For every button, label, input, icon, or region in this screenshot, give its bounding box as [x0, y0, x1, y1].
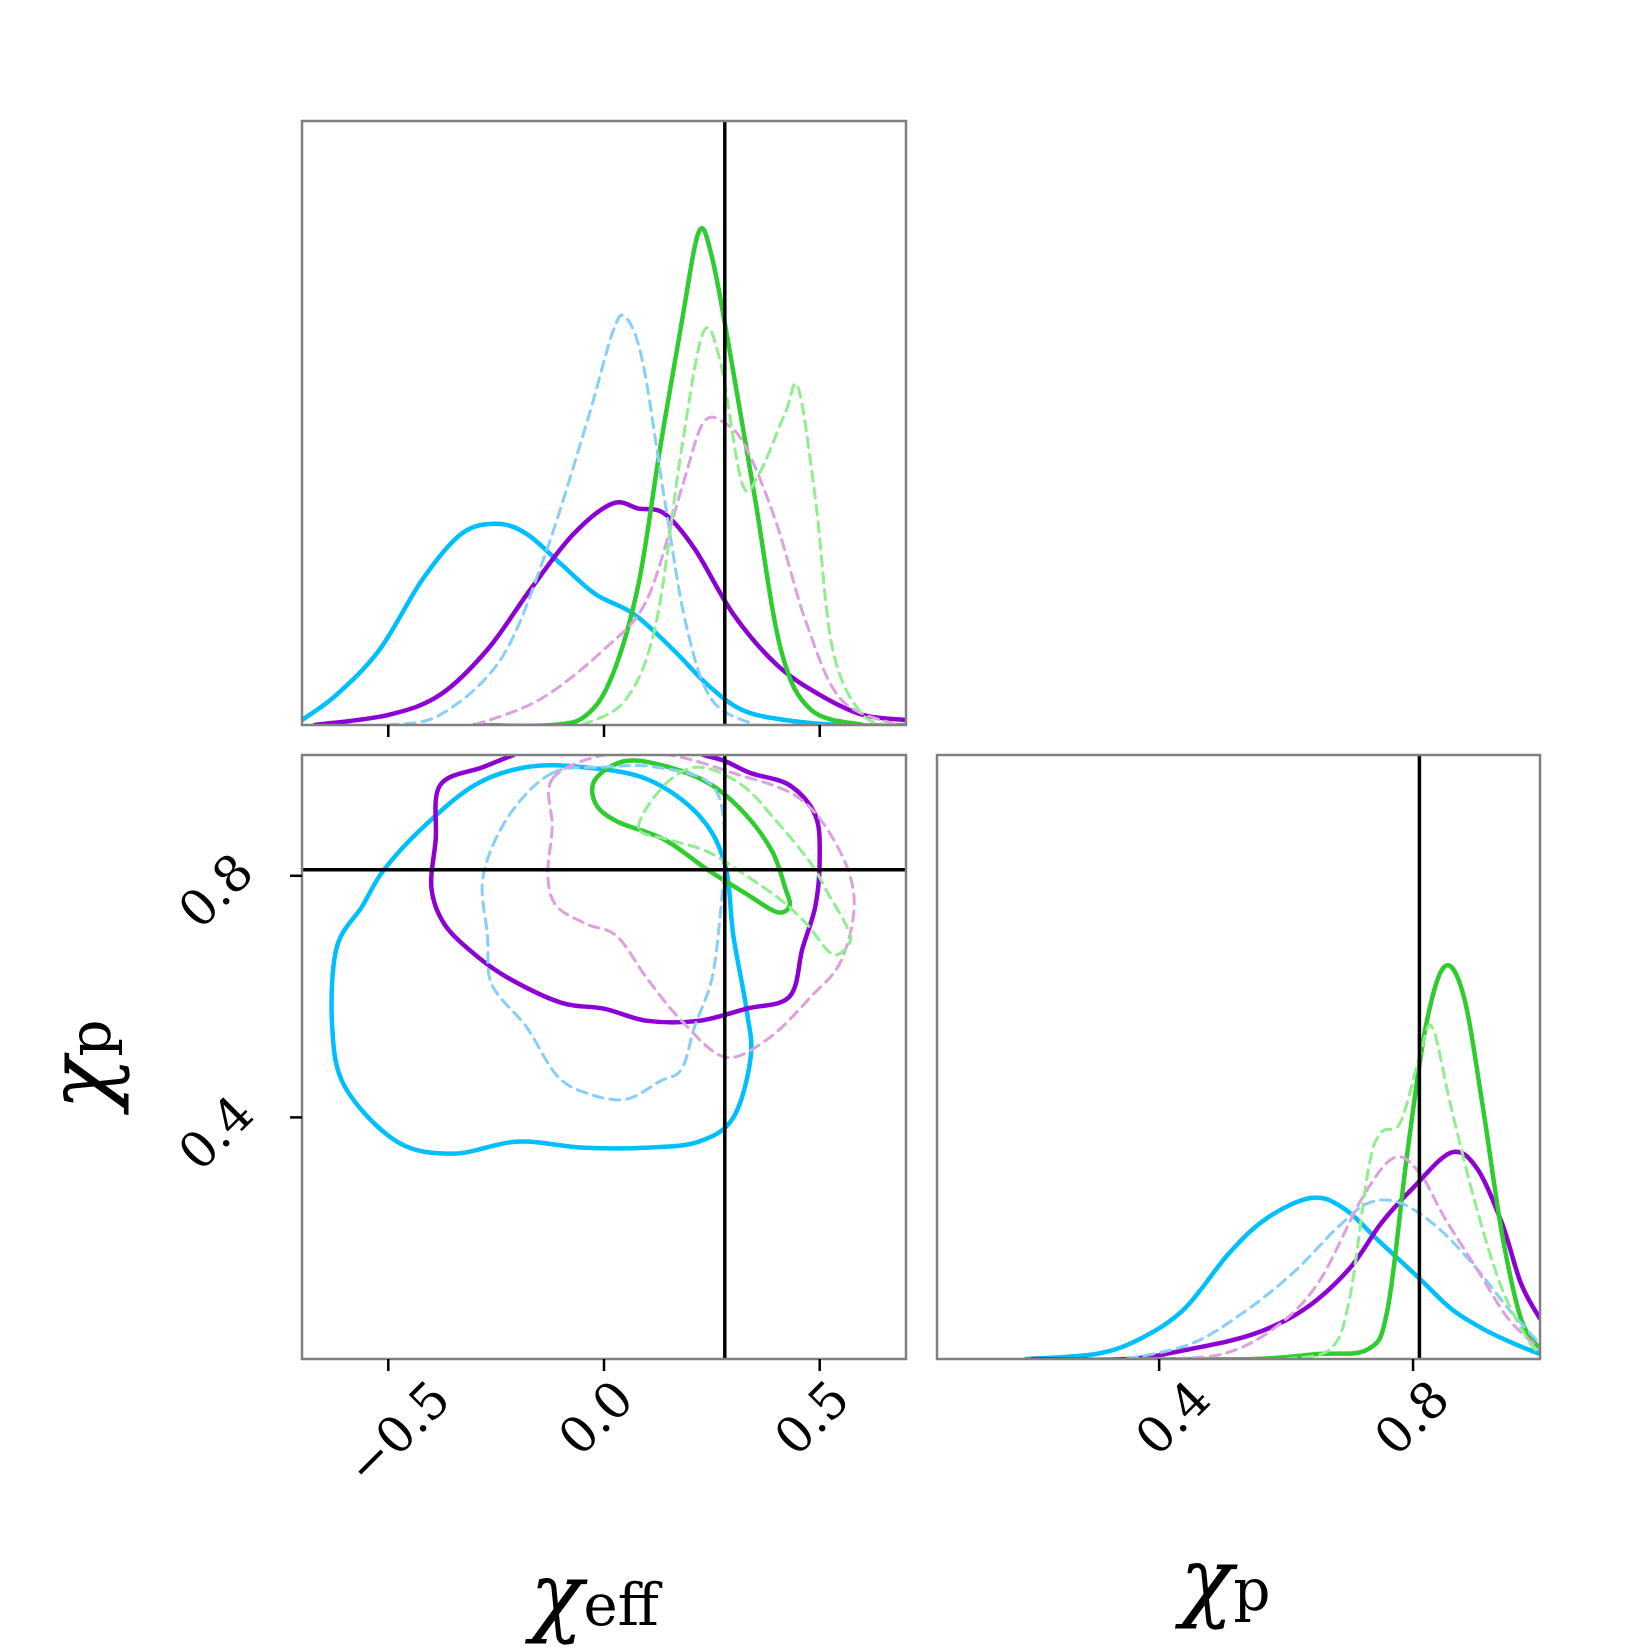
density-curve-lightgreen_dashed	[1284, 1023, 1540, 1359]
x-eff-tick-labels: −0.5 0.0 0.5	[335, 1369, 861, 1496]
contour-lightblue_dashed	[480, 764, 727, 1102]
contour-cyan_solid	[329, 762, 754, 1156]
contour-lightgreen_dashed	[637, 765, 853, 957]
y-axis-label-chi-p-symbol: χ	[28, 1052, 131, 1116]
chi-eff-marginal-frame	[300, 119, 908, 727]
density-curve-purple_solid	[312, 500, 906, 725]
x-eff-tick-label: −0.5	[335, 1370, 462, 1497]
y-p-tick-label: 0.8	[167, 842, 264, 939]
density-curve-green_solid	[472, 226, 866, 725]
y-axis-label-chi-p: χp	[28, 1020, 131, 1116]
contour-panel	[300, 753, 908, 1361]
contour-plum_dashed	[546, 755, 856, 1059]
chi-eff-marginal-panel	[300, 119, 908, 727]
density-curve-lightgreen_dashed	[580, 326, 899, 725]
contour-frame	[300, 753, 908, 1361]
density-curve-cyan_solid	[302, 521, 906, 725]
x-axis-label-chi-eff: χeff	[524, 1543, 663, 1646]
ticks	[290, 725, 1415, 1371]
density-curve-green_solid	[1125, 963, 1540, 1359]
density-curve-plum_dashed	[1157, 1155, 1540, 1359]
density-curve-lightblue_dashed	[1125, 1198, 1540, 1359]
x-axis-label-chi-p-symbol: χ	[1174, 1528, 1238, 1631]
x-axis-label-chi-eff-symbol: χ	[524, 1543, 588, 1646]
chi-p-marginal-frame	[935, 753, 1542, 1361]
x-p-tick-label: 0.8	[1363, 1369, 1460, 1466]
chi-p-marginal-panel	[935, 753, 1542, 1361]
x-axis-label-chi-p-subscript: p	[1233, 1556, 1270, 1624]
x-axis-label-chi-eff-subscript: eff	[583, 1571, 662, 1639]
x-axis-label-chi-p: χp	[1174, 1528, 1270, 1631]
x-p-tick-label: 0.4	[1124, 1369, 1221, 1466]
density-curve-plum_dashed	[473, 415, 899, 725]
y-p-tick-label: 0.4	[167, 1084, 264, 1181]
x-p-tick-labels: 0.4 0.8	[1124, 1369, 1460, 1466]
y-p-tick-labels: 0.4 0.8	[167, 842, 264, 1181]
contour-purple_solid	[428, 755, 822, 1025]
x-eff-tick-label: 0.5	[763, 1369, 860, 1466]
density-curve-cyan_solid	[1023, 1195, 1540, 1359]
density-curve-lightblue_dashed	[386, 313, 757, 725]
x-eff-tick-label: 0.0	[547, 1369, 644, 1466]
contour-green_solid	[589, 758, 793, 915]
y-axis-label-chi-p-subscript: p	[56, 1020, 124, 1057]
